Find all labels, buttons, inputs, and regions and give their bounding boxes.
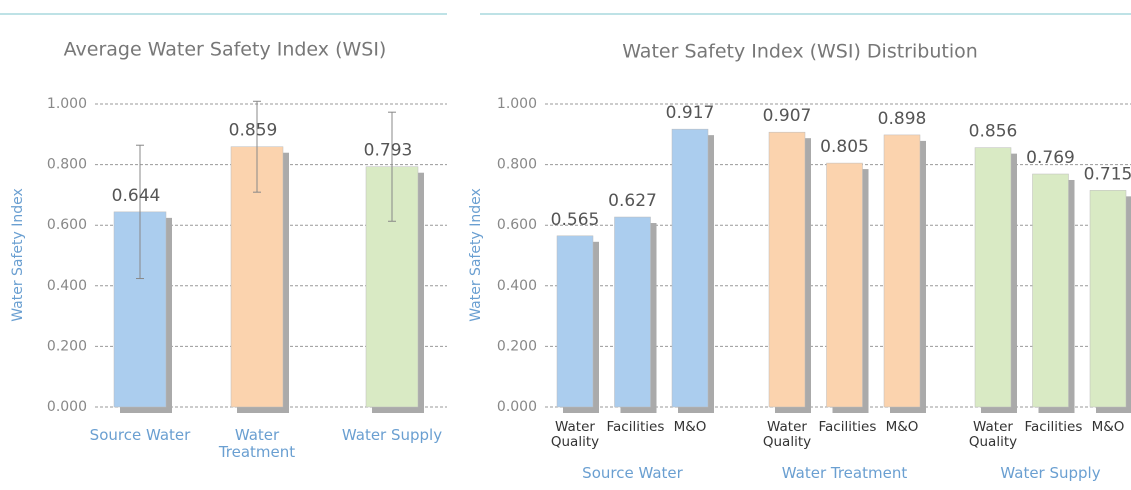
y-tick-label: 0.800 xyxy=(47,157,87,173)
y-tick-label: 0.200 xyxy=(497,338,537,354)
y-tick-label: 1.000 xyxy=(47,96,87,112)
value-label: 0.715 xyxy=(1084,164,1131,184)
bar xyxy=(671,128,709,408)
y-tick-label: 0.000 xyxy=(497,399,537,415)
group-label: Water Supply xyxy=(1000,464,1101,482)
y-tick-label: 0.600 xyxy=(497,217,537,233)
value-label: 0.917 xyxy=(666,103,715,123)
value-label: 0.898 xyxy=(878,109,927,129)
bar xyxy=(614,216,651,408)
y-tick-label: 0.800 xyxy=(497,157,537,173)
value-label: 0.565 xyxy=(551,210,600,230)
y-axis-label: Water Safety Index xyxy=(468,188,484,322)
x-tick-label: Facilities xyxy=(1024,419,1083,435)
bar xyxy=(556,235,594,408)
bar xyxy=(883,134,921,408)
x-tick-label: Facilities xyxy=(606,419,665,435)
x-tick-label: Water Quality xyxy=(968,419,1018,450)
value-label: 0.769 xyxy=(1026,148,1075,168)
chart-title: Water Safety Index (WSI) Distribution xyxy=(622,41,978,63)
x-tick-label: Source Water xyxy=(89,426,191,444)
chart-title: Average Water Safety Index (WSI) xyxy=(64,39,387,61)
bar xyxy=(974,147,1012,408)
x-tick-label: Water Quality xyxy=(550,419,600,450)
y-axis-label: Water Safety Index xyxy=(10,188,26,322)
value-label: 0.793 xyxy=(364,141,413,161)
y-tick-label: 0.200 xyxy=(47,338,87,354)
x-tick-label: M&O xyxy=(1091,419,1125,435)
value-label: 0.907 xyxy=(763,106,812,126)
value-label: 0.805 xyxy=(820,137,869,157)
x-tick-label: Water Treatment xyxy=(218,426,296,461)
y-tick-label: 0.600 xyxy=(47,217,87,233)
value-label: 0.859 xyxy=(229,121,278,141)
value-label: 0.627 xyxy=(608,191,657,211)
value-label: 0.644 xyxy=(112,186,161,206)
x-tick-label: Facilities xyxy=(818,419,877,435)
y-tick-label: 0.000 xyxy=(47,399,87,415)
group-label: Source Water xyxy=(582,464,683,482)
bar xyxy=(1032,173,1069,408)
bar xyxy=(1089,190,1127,408)
value-label: 0.856 xyxy=(969,122,1018,142)
group-label: Water Treatment xyxy=(781,464,908,482)
y-tick-label: 0.400 xyxy=(47,278,87,294)
x-tick-label: Water Quality xyxy=(762,419,812,450)
x-tick-label: M&O xyxy=(885,419,919,435)
x-tick-label: M&O xyxy=(673,419,707,435)
bar xyxy=(826,162,863,408)
y-tick-label: 1.000 xyxy=(497,96,537,112)
bar xyxy=(768,131,806,408)
x-tick-label: Water Supply xyxy=(341,426,443,444)
y-tick-label: 0.400 xyxy=(497,278,537,294)
